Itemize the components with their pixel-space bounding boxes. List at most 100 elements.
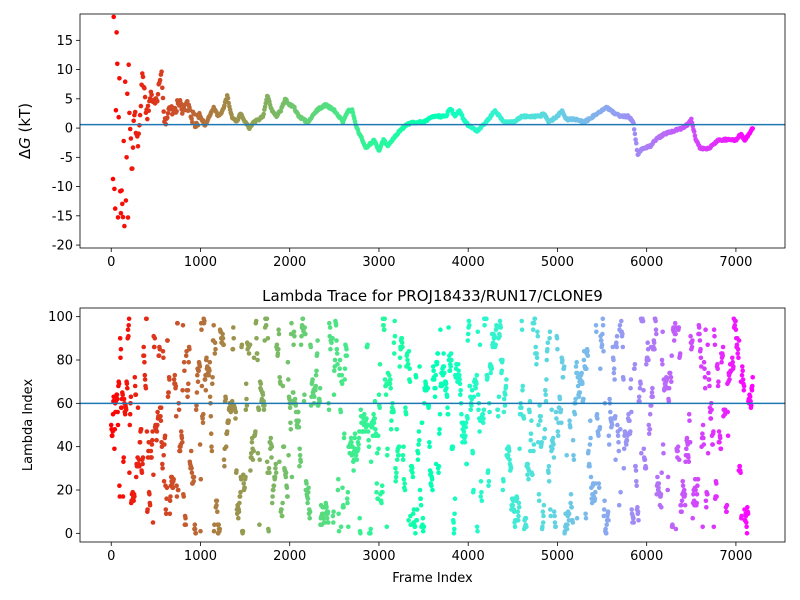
lambda-point xyxy=(143,385,149,391)
lambda-point xyxy=(687,418,692,424)
lambda-point xyxy=(142,359,147,365)
lambda-point xyxy=(233,416,238,421)
lambda-point xyxy=(658,492,664,497)
lambda-point xyxy=(242,485,247,491)
lambda-point xyxy=(716,429,722,434)
lambda-point xyxy=(609,422,615,428)
lambda-point xyxy=(371,420,377,426)
lambda-point xyxy=(298,459,304,465)
dg-point xyxy=(111,14,116,20)
lambda-point xyxy=(146,440,151,445)
lambda-point xyxy=(545,346,550,352)
lambda-point xyxy=(516,500,522,506)
lambda-point xyxy=(393,466,398,471)
lambda-point xyxy=(414,518,420,523)
lambda-point xyxy=(279,507,284,512)
lambda-point xyxy=(417,487,423,493)
lambda-point xyxy=(486,479,492,484)
lambda-point xyxy=(176,487,181,493)
lambda-point xyxy=(183,522,189,527)
lambda-point xyxy=(739,372,745,378)
lambda-point xyxy=(750,375,755,380)
lambda-point xyxy=(669,353,674,359)
lambda-point xyxy=(114,392,120,398)
lambda-point xyxy=(554,416,559,421)
lambda-point xyxy=(560,375,566,380)
lambda-point xyxy=(709,407,714,413)
lambda-point xyxy=(607,396,612,402)
lambda-point xyxy=(585,349,590,354)
lambda-point xyxy=(600,331,605,337)
lambda-point xyxy=(452,511,457,517)
lambda-point xyxy=(702,385,708,391)
lambda-point xyxy=(527,409,532,415)
lambda-point xyxy=(555,433,561,439)
lambda-point xyxy=(612,377,617,382)
lambda-point xyxy=(638,381,643,387)
lambda-point xyxy=(613,414,618,419)
lambda-point xyxy=(213,346,218,352)
lambda-point xyxy=(633,468,639,473)
dg-point xyxy=(130,145,136,150)
lambda-point xyxy=(644,362,649,367)
lambda-point xyxy=(619,318,624,324)
lambda-point xyxy=(189,470,195,476)
lambda-point xyxy=(132,383,138,389)
lambda-point xyxy=(677,351,683,356)
lambda-point xyxy=(335,487,341,493)
lambda-point xyxy=(575,383,581,389)
lambda-point xyxy=(372,416,378,421)
lambda-point xyxy=(216,522,221,527)
lambda-point xyxy=(646,431,652,437)
lambda-point xyxy=(164,485,170,491)
lambda-point xyxy=(515,509,521,514)
lambda-point xyxy=(204,355,209,361)
dg-point xyxy=(138,103,144,109)
lambda-point xyxy=(599,338,604,343)
dg-point xyxy=(165,111,171,116)
dg-point xyxy=(137,112,143,118)
lambda-point xyxy=(531,448,536,454)
lambda-point xyxy=(564,453,569,458)
lambda-point xyxy=(469,388,475,393)
lambda-point xyxy=(132,494,137,499)
dg-point xyxy=(634,140,639,146)
lambda-point xyxy=(476,407,481,413)
lambda-point xyxy=(374,481,380,486)
lambda-point xyxy=(262,338,268,343)
lambda-point xyxy=(718,446,724,452)
lambda-point xyxy=(736,355,741,361)
lambda-point xyxy=(322,520,328,525)
lambda-point xyxy=(431,368,436,374)
lambda-point xyxy=(694,500,699,506)
lambda-point xyxy=(497,318,503,324)
lambda-point xyxy=(686,411,692,417)
lambda-point xyxy=(531,442,537,447)
lambda-point xyxy=(643,466,649,471)
lambda-point xyxy=(449,357,454,363)
dg-x-tick-label: 2000 xyxy=(273,255,306,270)
dg-point xyxy=(112,206,118,211)
lambda-point xyxy=(385,446,390,452)
lambda-point xyxy=(519,318,524,324)
lambda-point xyxy=(611,357,616,363)
lambda-point xyxy=(523,515,529,521)
dg-point xyxy=(278,109,284,114)
lambda-point xyxy=(510,502,516,508)
lambda-point xyxy=(620,344,626,350)
lambda-point xyxy=(387,372,392,378)
lambda-point xyxy=(457,381,463,387)
lambda-point xyxy=(214,502,219,508)
lambda-point xyxy=(324,515,330,521)
lambda-point xyxy=(646,357,651,363)
lambda-point xyxy=(438,327,443,333)
lambda-point xyxy=(212,351,218,356)
lambda-point xyxy=(342,377,348,382)
lambda-point xyxy=(675,448,680,454)
lambda-point xyxy=(341,505,346,510)
lambda-point xyxy=(686,459,692,465)
dg-point xyxy=(689,116,694,122)
lambda-point xyxy=(413,531,418,536)
lambda-point xyxy=(741,388,747,393)
lambda-point xyxy=(237,494,243,499)
